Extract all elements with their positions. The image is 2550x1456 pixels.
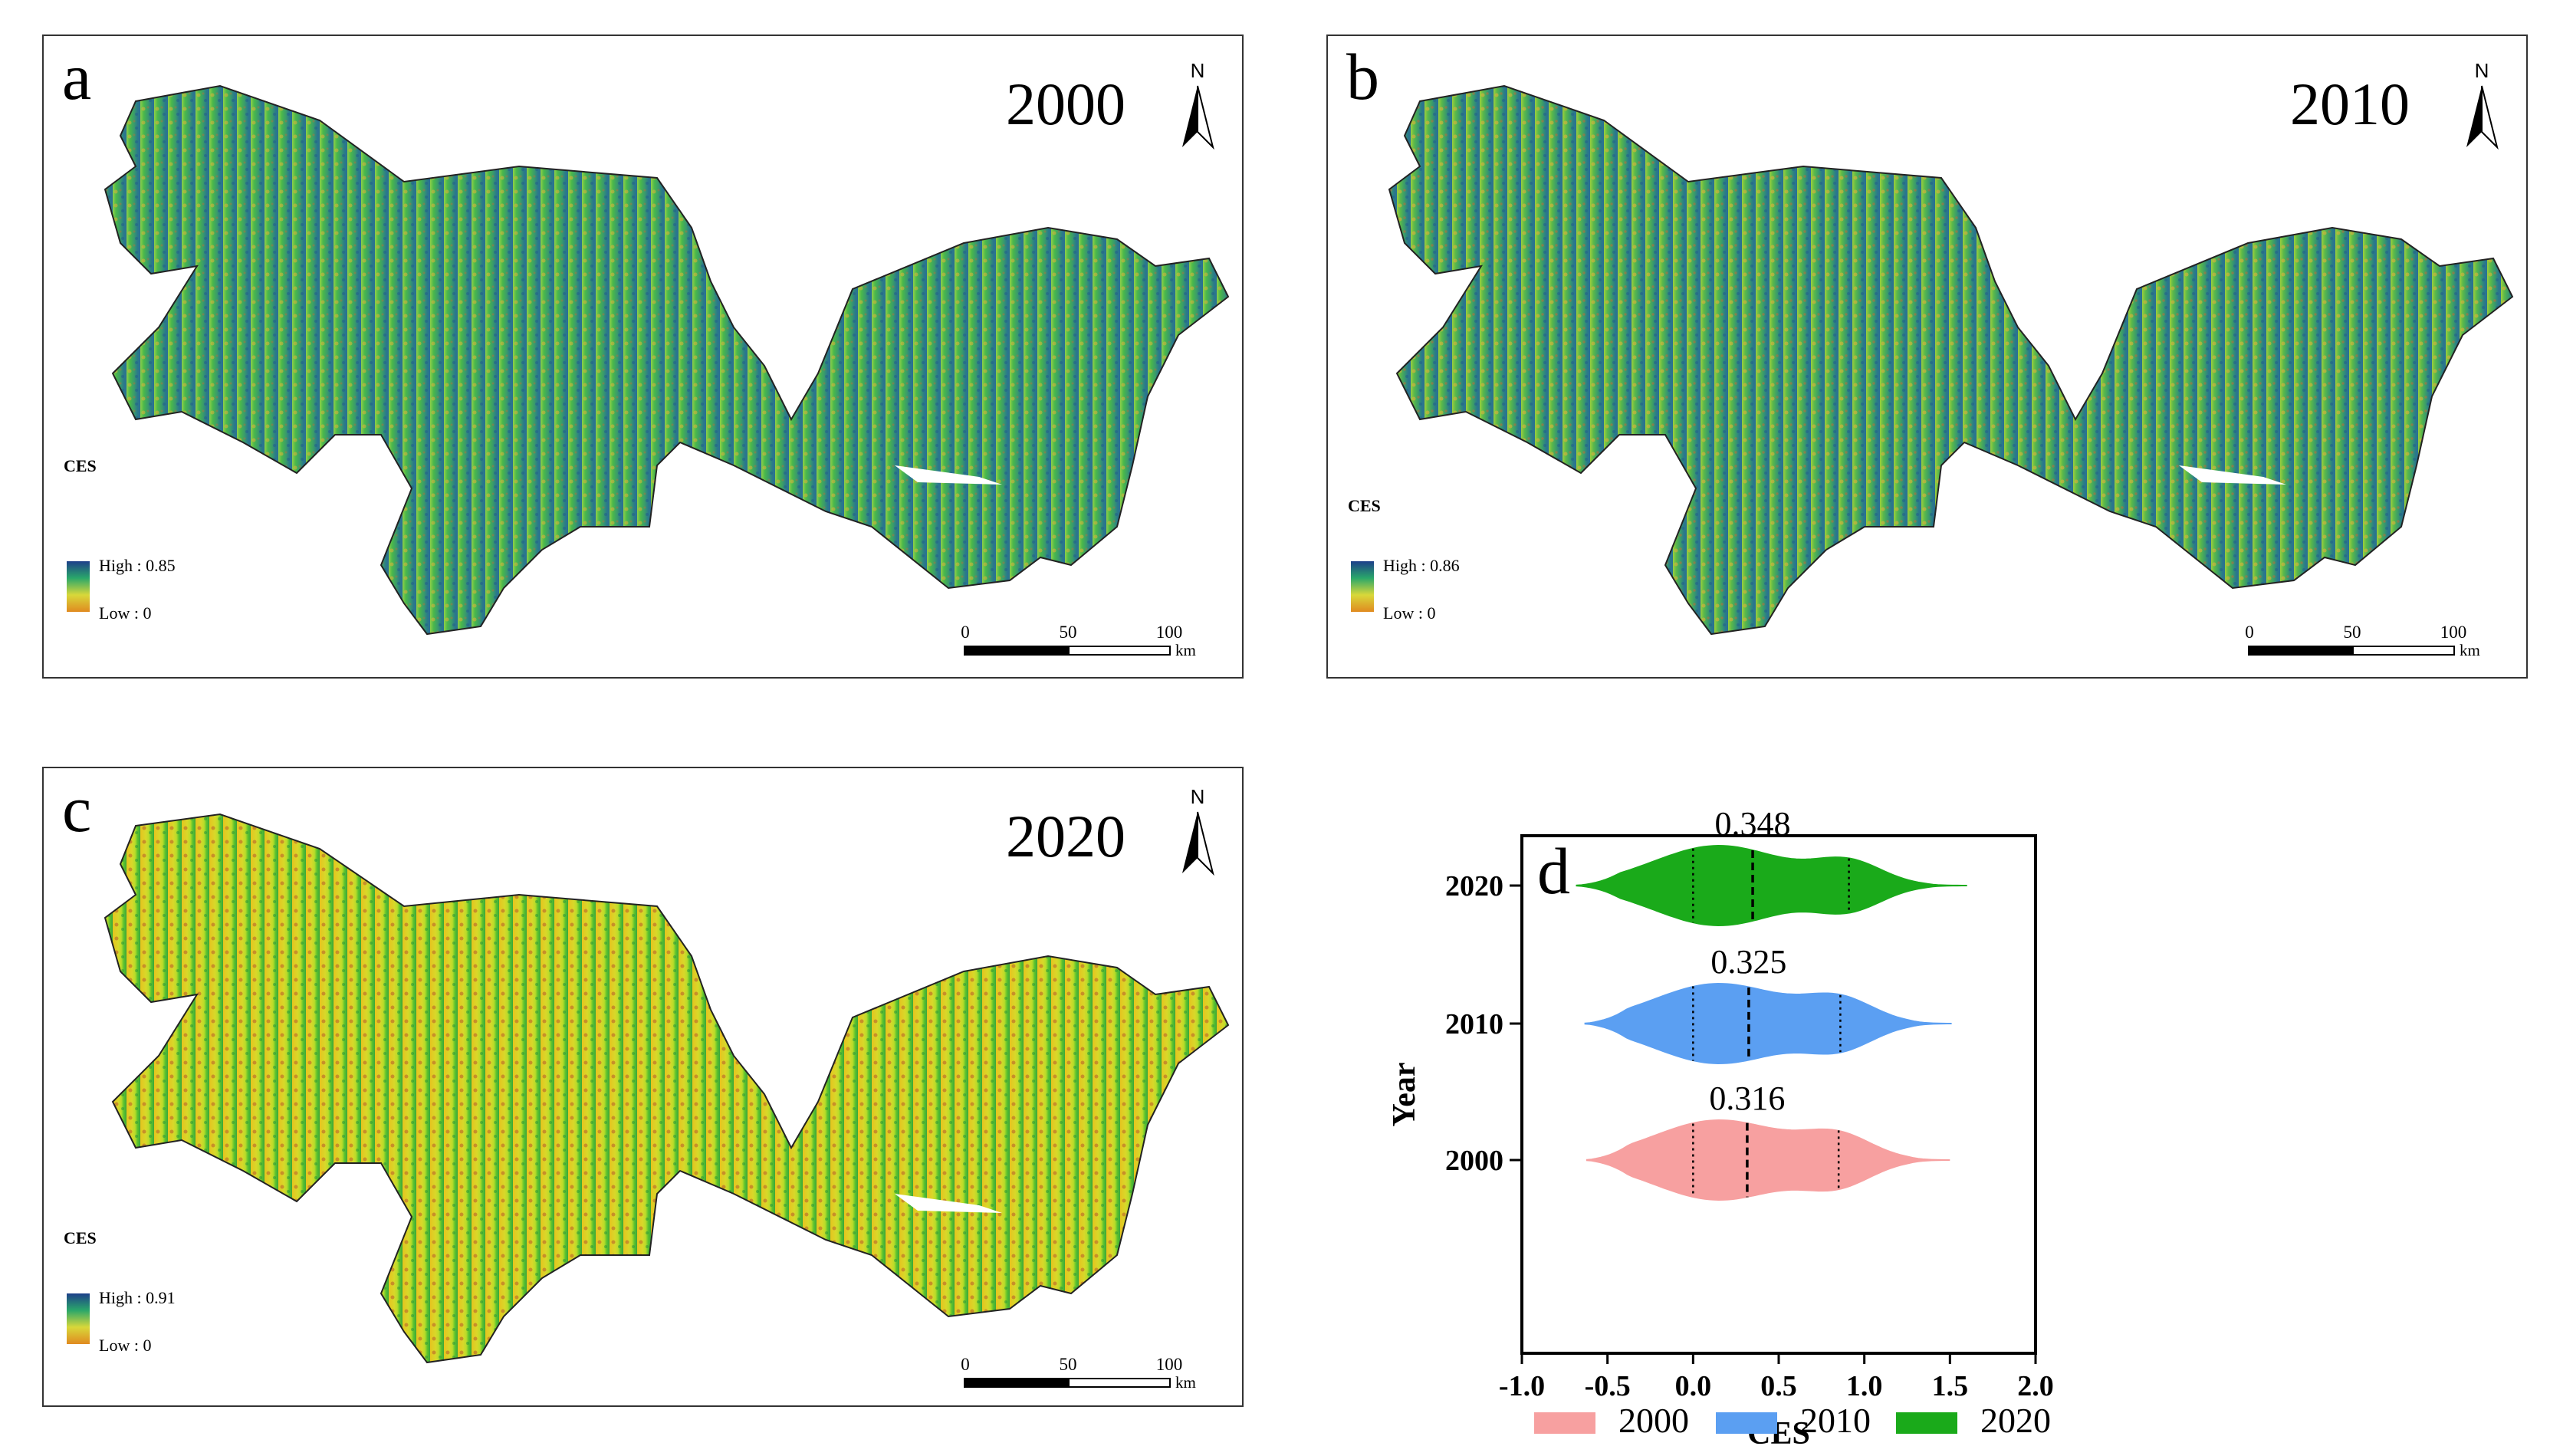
violin-2000	[1586, 1119, 1950, 1201]
legend-low: Low : 0	[1383, 603, 1436, 623]
violin-chart: -1.0 -0.5 0.0 0.5 1.0 1.5 2.0CESYeard200020102…	[1387, 805, 2054, 1451]
legend-label: 2020	[1980, 1401, 2051, 1440]
median-label: 0.348	[1715, 805, 1791, 843]
scale-unit: km	[1175, 1373, 1196, 1392]
north-label: N	[2474, 59, 2489, 82]
legend-color-ramp	[1351, 561, 1374, 612]
legend-swatch-2010	[1716, 1412, 1777, 1434]
panel-year: 2000	[1006, 71, 1125, 137]
north-arrow: N	[1171, 785, 1224, 885]
x-tick-label: -0.5	[1585, 1370, 1631, 1402]
scale-bar: 0 50 100 km	[2245, 623, 2480, 669]
violin-2010	[1584, 982, 1952, 1065]
scale-tick-0: 0	[961, 1355, 970, 1374]
north-arrow-icon	[1182, 811, 1214, 876]
y-tick-label: 2020	[1445, 870, 1503, 902]
ces-map-2020	[104, 813, 1230, 1364]
panel-year: 2010	[2290, 71, 2410, 137]
scale-tick-100: 100	[1155, 1355, 1183, 1374]
map-panel-2010: b 2010 N CES High : 0.86 Low : 0 0 50 10…	[1326, 35, 2528, 679]
scale-tick-0: 0	[2245, 623, 2254, 642]
scale-tick-100: 100	[1155, 623, 1183, 642]
scale-tick-50: 50	[2343, 623, 2361, 642]
x-tick-label: 0.0	[1675, 1370, 1712, 1402]
scale-tick-100: 100	[2440, 623, 2467, 642]
panel-letter: d	[1537, 834, 1570, 908]
legend-low: Low : 0	[99, 603, 152, 623]
north-arrow: N	[1171, 59, 1224, 159]
y-tick-label: 2010	[1445, 1008, 1503, 1040]
x-tick-label: 0.5	[1760, 1370, 1797, 1402]
legend-title: CES	[64, 1228, 97, 1247]
north-arrow-icon	[1182, 85, 1214, 150]
legend-label: 2000	[1618, 1401, 1689, 1440]
scale-unit: km	[2460, 641, 2480, 659]
legend-color-ramp	[67, 561, 90, 612]
legend-title: CES	[1348, 496, 1381, 515]
scale-tick-0: 0	[961, 623, 970, 642]
region-outline	[104, 813, 1230, 1364]
x-tick-label: 1.0	[1846, 1370, 1883, 1402]
legend-title: CES	[64, 456, 97, 475]
ces-map-2010	[1388, 84, 2514, 636]
legend-color-ramp	[67, 1293, 90, 1344]
panel-letter: b	[1346, 40, 1379, 113]
panel-letter: c	[62, 772, 92, 846]
scale-bar: 0 50 100 km	[961, 623, 1196, 669]
legend-swatch-2020	[1896, 1412, 1957, 1434]
panel-letter: a	[62, 40, 92, 113]
reservoir	[895, 465, 1002, 485]
map-panel-2000: a 2000 N CES High : 0.85 Low : 0 0 50 10…	[42, 35, 1244, 679]
x-tick-label: -1.0	[1499, 1370, 1545, 1402]
x-tick-label: 2.0	[2017, 1370, 2054, 1402]
north-arrow-icon	[2466, 85, 2499, 150]
reservoir	[2179, 465, 2286, 485]
ces-map-2000	[104, 84, 1230, 636]
scale-tick-50: 50	[1059, 1355, 1077, 1374]
scale-bar: 0 50 100 km	[961, 1355, 1196, 1401]
region-outline	[104, 84, 1230, 636]
y-tick-label: 2000	[1445, 1145, 1503, 1177]
north-label: N	[1190, 59, 1205, 82]
scale-unit: km	[1175, 641, 1196, 659]
legend-high: High : 0.86	[1383, 556, 1460, 575]
map-panel-2020: c 2020 N CES High : 0.91 Low : 0 0 50 10…	[42, 767, 1244, 1407]
north-arrow: N	[2455, 59, 2509, 159]
legend-label: 2010	[1800, 1401, 1871, 1440]
y-axis-label: Year	[1387, 1063, 1422, 1127]
legend-swatch-2000	[1534, 1412, 1595, 1434]
legend-high: High : 0.91	[99, 1288, 176, 1307]
median-label: 0.325	[1710, 943, 1786, 981]
region-outline	[1388, 84, 2514, 636]
median-label: 0.316	[1709, 1080, 1785, 1117]
reservoir	[895, 1194, 1002, 1213]
panel-year: 2020	[1006, 803, 1125, 869]
legend-low: Low : 0	[99, 1336, 152, 1355]
legend-high: High : 0.85	[99, 556, 176, 575]
north-label: N	[1190, 785, 1205, 808]
violin-2020	[1576, 844, 1967, 927]
scale-tick-50: 50	[1059, 623, 1077, 642]
x-tick-label: 1.5	[1932, 1370, 1969, 1402]
